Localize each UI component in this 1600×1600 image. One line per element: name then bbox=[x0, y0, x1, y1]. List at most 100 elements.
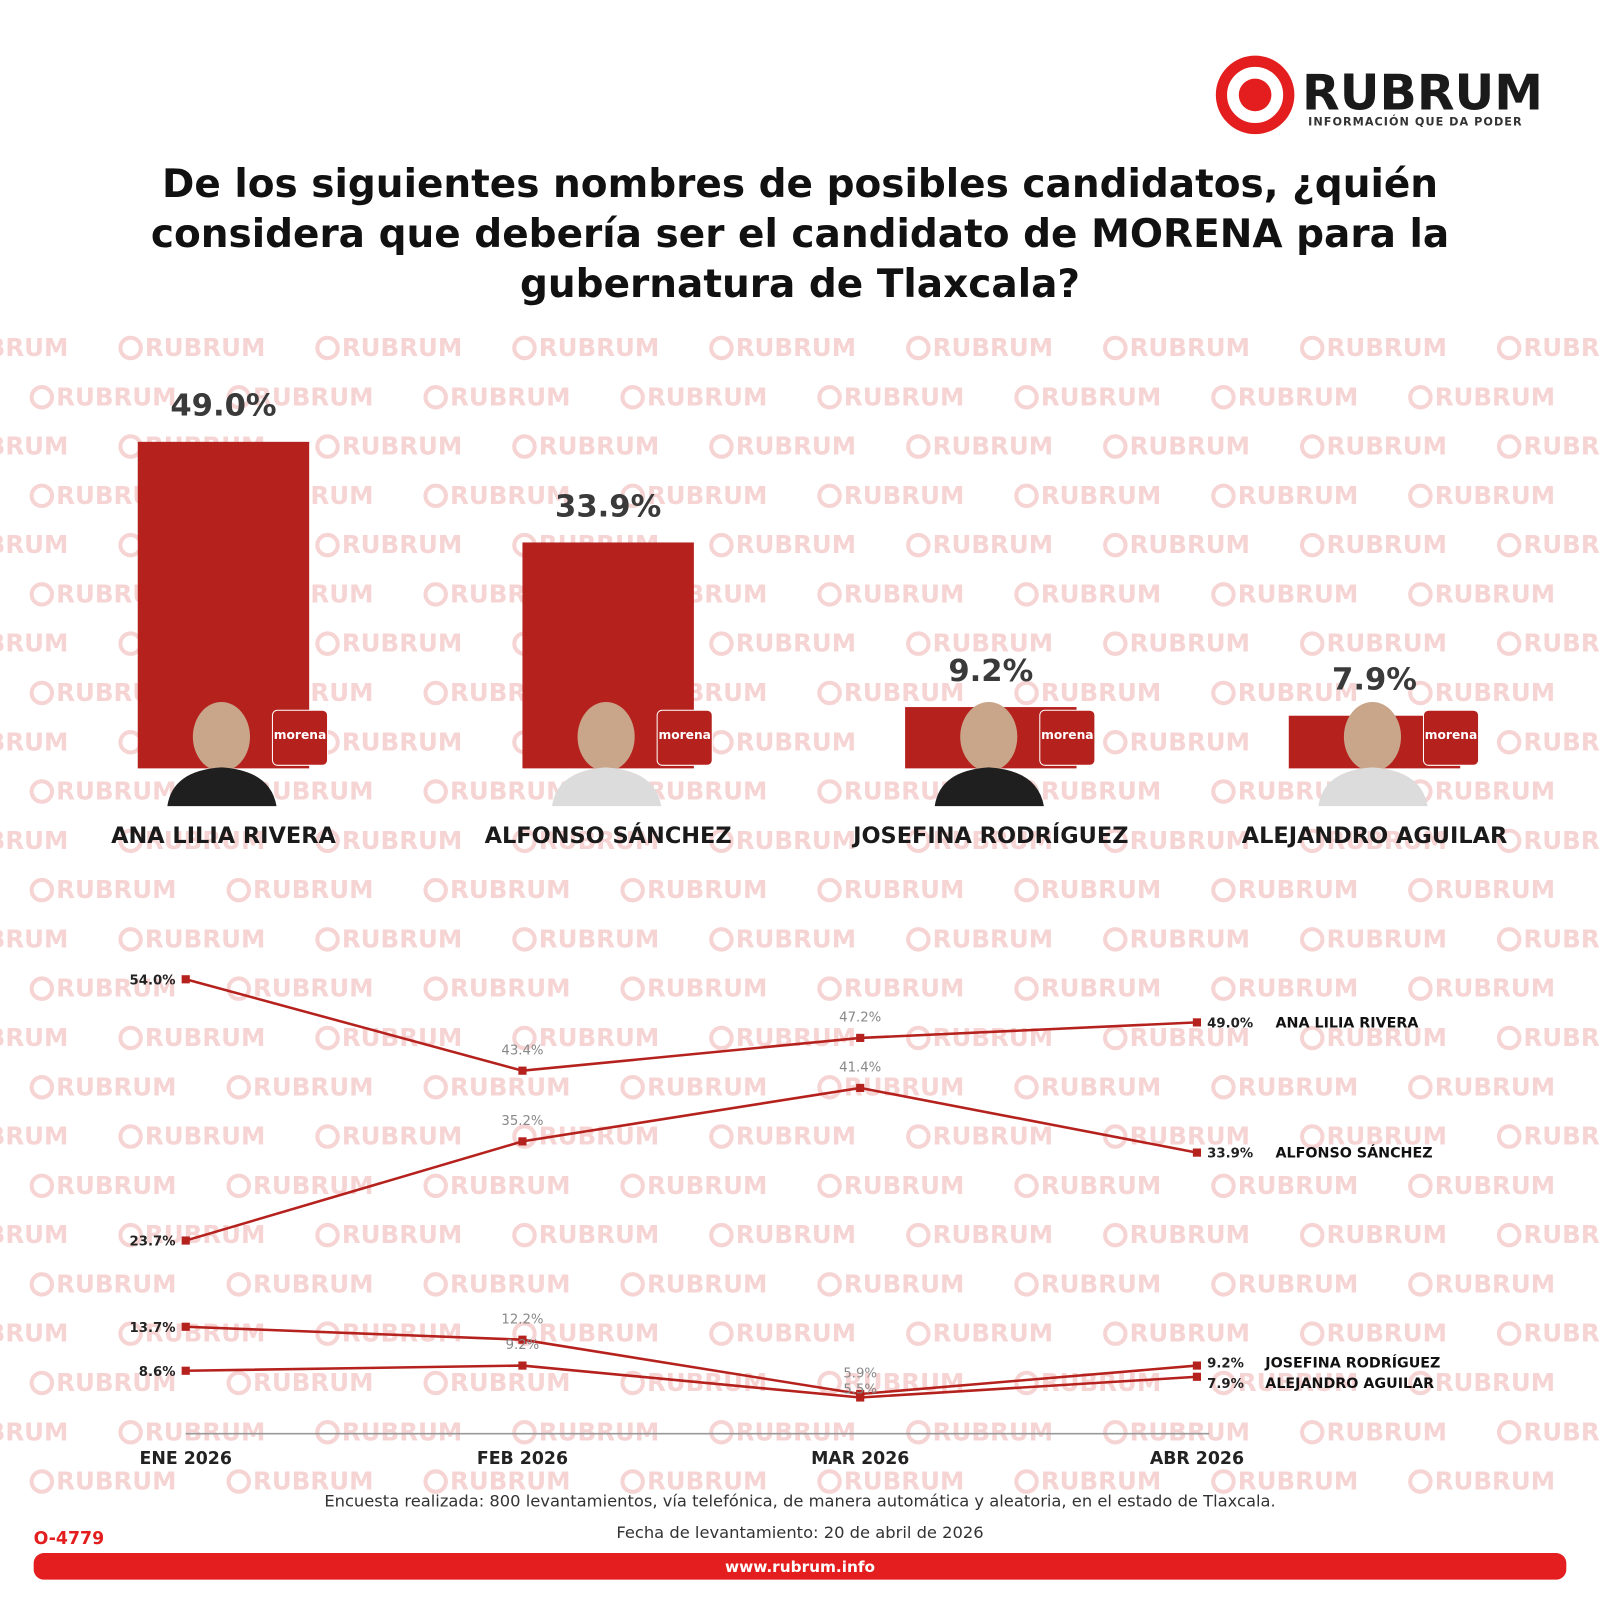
watermark-text: RUBRUM bbox=[1041, 875, 1161, 904]
watermark-text: RUBRUM bbox=[342, 1220, 462, 1249]
watermark-icon bbox=[315, 1124, 340, 1149]
point bbox=[856, 1033, 865, 1042]
watermark-text: RUBRUM bbox=[253, 1171, 373, 1200]
watermark-icon bbox=[1014, 1272, 1039, 1297]
watermark-icon bbox=[1408, 1075, 1433, 1100]
photo-body bbox=[167, 767, 277, 807]
watermark-icon bbox=[1496, 1321, 1522, 1346]
watermark-text: RUBRUM bbox=[145, 1023, 265, 1052]
watermark-icon bbox=[1408, 1173, 1433, 1199]
watermark-text: RUBRUM bbox=[1523, 1220, 1600, 1249]
watermark-icon bbox=[906, 335, 931, 361]
watermark-text: RUBRUM bbox=[736, 530, 856, 559]
watermark-text: RUBRUM bbox=[0, 1319, 68, 1348]
watermark-icon bbox=[315, 1419, 340, 1445]
watermark-icon bbox=[817, 976, 842, 1001]
value-label: 5.5% bbox=[843, 1382, 877, 1397]
watermark-icon bbox=[1014, 1075, 1039, 1100]
watermark-text: RUBRUM bbox=[342, 333, 462, 362]
watermark-icon bbox=[1211, 976, 1236, 1001]
badge bbox=[271, 709, 329, 766]
value-label: 23.7% bbox=[130, 1235, 176, 1250]
watermark-icon bbox=[315, 1025, 340, 1051]
watermark-text: RUBRUM bbox=[1523, 530, 1600, 559]
watermark-icon bbox=[118, 1419, 143, 1445]
watermark-icon bbox=[1300, 1222, 1325, 1248]
point bbox=[181, 1366, 190, 1375]
watermark-text: RUBRUM bbox=[56, 875, 176, 904]
watermark-icon bbox=[423, 1370, 448, 1396]
watermark-text: RUBRUM bbox=[0, 924, 68, 953]
point bbox=[181, 975, 190, 984]
watermark-text: RUBRUM bbox=[1041, 579, 1161, 608]
watermark-icon bbox=[1014, 1370, 1039, 1396]
value-label: 9.2% bbox=[506, 1338, 540, 1353]
watermark-text: RUBRUM bbox=[539, 826, 659, 855]
watermark-text: RUBRUM bbox=[647, 875, 767, 904]
point bbox=[181, 1236, 190, 1245]
watermark-icon bbox=[512, 335, 537, 361]
watermark-icon bbox=[226, 1469, 252, 1494]
watermark-icon bbox=[1300, 828, 1325, 854]
watermark-text: RUBRUM bbox=[539, 1023, 659, 1052]
category-label: ALFONSO SÁNCHEZ bbox=[485, 821, 732, 849]
photo-body bbox=[934, 767, 1044, 807]
watermark-text: RUBRUM bbox=[736, 333, 856, 362]
watermark-icon bbox=[1014, 582, 1039, 607]
watermark-text: RUBRUM bbox=[933, 432, 1053, 461]
watermark-text: RUBRUM bbox=[1130, 333, 1250, 362]
x-tick-label: ENE 2026 bbox=[139, 1449, 231, 1469]
watermark-text: RUBRUM bbox=[145, 924, 265, 953]
watermark-text: RUBRUM bbox=[844, 1467, 964, 1496]
watermark-icon bbox=[29, 680, 55, 706]
watermark-text: RUBRUM bbox=[1130, 924, 1250, 953]
watermark-icon bbox=[226, 1075, 252, 1100]
watermark-icon bbox=[315, 434, 340, 459]
watermark-text: RUBRUM bbox=[1435, 974, 1555, 1003]
watermark-text: RUBRUM bbox=[56, 1072, 176, 1101]
watermark-icon bbox=[1300, 1419, 1325, 1445]
watermark-text: RUBRUM bbox=[647, 1072, 767, 1101]
watermark-icon bbox=[315, 1222, 340, 1248]
watermark-text: RUBRUM bbox=[736, 924, 856, 953]
watermark-icon bbox=[1103, 1124, 1128, 1149]
watermark-text: RUBRUM bbox=[1238, 382, 1358, 411]
watermark-icon bbox=[1496, 730, 1522, 755]
watermark-text: RUBRUM bbox=[933, 530, 1053, 559]
watermark-icon bbox=[512, 927, 537, 952]
bar-value-label: 33.9% bbox=[555, 489, 661, 524]
watermark-text: RUBRUM bbox=[1130, 1417, 1250, 1446]
watermark-text: RUBRUM bbox=[0, 1417, 68, 1446]
watermark-icon bbox=[118, 828, 143, 854]
watermark-text: RUBRUM bbox=[647, 974, 767, 1003]
watermark-text: RUBRUM bbox=[145, 1319, 265, 1348]
watermark-icon bbox=[709, 1025, 734, 1051]
badge-text: morena bbox=[658, 728, 710, 742]
watermark-icon bbox=[1408, 1272, 1433, 1297]
watermark-icon bbox=[1211, 1075, 1236, 1100]
watermark-text: RUBRUM bbox=[56, 1467, 176, 1496]
watermark-icon bbox=[315, 532, 340, 558]
watermark-text: RUBRUM bbox=[933, 1122, 1053, 1151]
watermark-icon bbox=[1300, 631, 1325, 656]
watermark-icon bbox=[1496, 927, 1522, 952]
watermark-icon bbox=[1408, 1370, 1433, 1396]
watermark-text: RUBRUM bbox=[933, 629, 1053, 658]
watermark-text: RUBRUM bbox=[736, 629, 856, 658]
badge-text: morena bbox=[274, 728, 326, 742]
x-tick-label: FEB 2026 bbox=[477, 1449, 568, 1469]
watermark-text: RUBRUM bbox=[844, 1171, 964, 1200]
watermark-text: RUBRUM bbox=[844, 1269, 964, 1298]
watermark-text: RUBRUM bbox=[1327, 333, 1447, 362]
bar-value-label: 7.9% bbox=[1332, 663, 1417, 698]
watermark-text: RUBRUM bbox=[1238, 481, 1358, 510]
series-line bbox=[185, 978, 1197, 1072]
watermark-icon bbox=[709, 1124, 734, 1149]
watermark-text: RUBRUM bbox=[647, 382, 767, 411]
watermark-icon bbox=[29, 1075, 55, 1100]
badge-text: morena bbox=[1425, 728, 1477, 742]
value-label: 54.0% bbox=[130, 973, 176, 988]
watermark-icon bbox=[709, 532, 734, 558]
watermark-icon bbox=[906, 1222, 931, 1248]
watermark-text: RUBRUM bbox=[0, 1023, 68, 1052]
